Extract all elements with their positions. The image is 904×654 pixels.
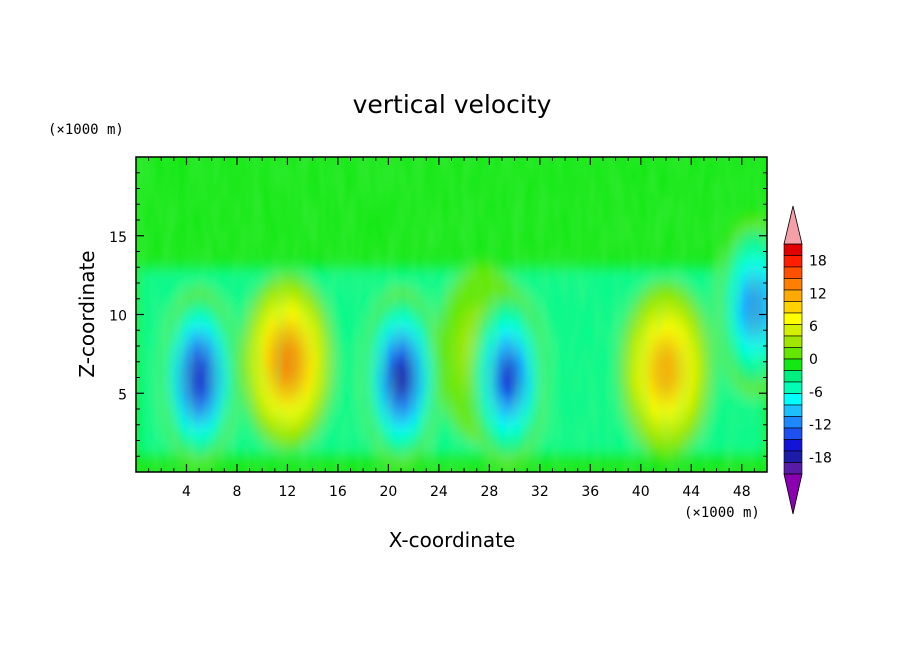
colorbar-band bbox=[783, 393, 803, 406]
colorbar-band bbox=[783, 335, 803, 348]
x-tick-label: 4 bbox=[182, 484, 191, 500]
y-tick-label: 5 bbox=[118, 387, 127, 403]
colorbar-label: 18 bbox=[809, 253, 827, 269]
colorbar-band bbox=[783, 266, 803, 279]
field-texture bbox=[136, 157, 767, 472]
colorbar-band bbox=[783, 278, 803, 291]
x-axis-unit: (×1000 m) bbox=[684, 505, 760, 521]
x-tick-label: 44 bbox=[682, 484, 700, 500]
colorbar-label: 0 bbox=[809, 352, 818, 368]
x-tick-label: 40 bbox=[632, 484, 650, 500]
colorbar-band bbox=[783, 301, 803, 314]
colorbar-band bbox=[783, 416, 803, 429]
colorbar-band bbox=[783, 255, 803, 268]
x-tick-label: 12 bbox=[279, 484, 297, 500]
y-axis-label: Z-coordinate bbox=[75, 250, 99, 377]
y-axis: 5 10 15 bbox=[109, 172, 767, 457]
colorbar-max-arrow bbox=[783, 205, 803, 245]
x-tick-label: 32 bbox=[531, 484, 549, 500]
colorbar-band bbox=[783, 358, 803, 371]
x-tick-label: 28 bbox=[480, 484, 498, 500]
colorbar-band bbox=[783, 324, 803, 337]
y-axis-unit: (×1000 m) bbox=[48, 122, 124, 138]
y-tick-label: 15 bbox=[109, 230, 127, 246]
colorbar-band bbox=[783, 370, 803, 383]
x-tick-label: 20 bbox=[379, 484, 397, 500]
x-axis: 4 8 12 16 20 24 28 32 36 40 44 48 bbox=[148, 157, 755, 500]
x-tick-label: 8 bbox=[232, 484, 241, 500]
colorbar-band bbox=[783, 404, 803, 417]
colorbar-band bbox=[783, 427, 803, 440]
colorbar-band bbox=[783, 450, 803, 463]
colorbar-band bbox=[783, 347, 803, 360]
colorbar-label: 6 bbox=[809, 319, 818, 335]
y-tick-label: 10 bbox=[109, 309, 127, 325]
colorbar-label: -6 bbox=[809, 385, 823, 401]
x-tick-label: 16 bbox=[329, 484, 347, 500]
colorbar-band bbox=[783, 439, 803, 452]
chart-title: vertical velocity bbox=[353, 90, 552, 119]
colorbar: 18 12 6 0 -6 -12 -18 bbox=[783, 205, 832, 515]
colorbar-band bbox=[783, 243, 803, 256]
colorbar-min-arrow bbox=[783, 473, 803, 515]
x-tick-label: 36 bbox=[581, 484, 599, 500]
x-axis-label: X-coordinate bbox=[389, 528, 516, 552]
colorbar-label: 12 bbox=[809, 286, 827, 302]
colorbar-label: -18 bbox=[809, 451, 832, 467]
colorbar-label: -12 bbox=[809, 418, 832, 434]
x-tick-label: 24 bbox=[430, 484, 448, 500]
colorbar-band bbox=[783, 462, 803, 475]
velocity-field bbox=[136, 157, 767, 472]
colorbar-band bbox=[783, 289, 803, 302]
colorbar-band bbox=[783, 312, 803, 325]
colorbar-band bbox=[783, 381, 803, 394]
x-tick-label: 48 bbox=[733, 484, 751, 500]
